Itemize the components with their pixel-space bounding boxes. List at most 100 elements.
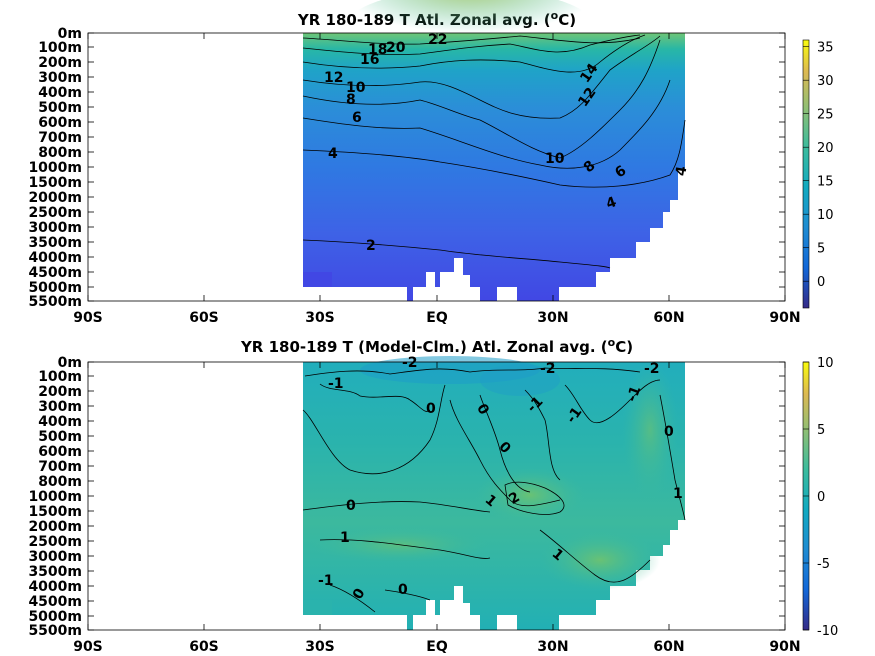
y-tick-label: 100m (38, 369, 82, 385)
y-tick-label: 3000m (28, 549, 82, 565)
chart-panel-temperature: YR 180-189 T Atl. Zonal avg. (oC) 22 20 … (28, 0, 834, 326)
contour-lines (302, 367, 686, 613)
contour-label: 2 (366, 238, 376, 254)
y-axis: 0m100m200m300m400m500m600m700m800m1000m1… (28, 355, 785, 639)
x-tick-label: 30S (305, 310, 335, 326)
contour-label: 20 (386, 40, 406, 56)
contour-label: -2 (540, 361, 556, 377)
y-tick-label: 2000m (28, 519, 82, 535)
contour-label: 10 (346, 80, 366, 96)
colorbar: 10 5 0 -5 -10 (802, 356, 838, 639)
x-tick-label: 30S (305, 639, 335, 655)
y-tick-label: 4000m (28, 250, 82, 266)
y-tick-label: 4500m (28, 265, 82, 281)
colorbar-tick-label: 10 (817, 356, 834, 371)
y-tick-label: 3500m (28, 235, 82, 251)
colorbar-tick-label: 30 (817, 74, 834, 89)
y-tick-label: 1000m (28, 160, 82, 176)
x-tick-label: 90N (769, 310, 800, 326)
y-tick-label: 2500m (28, 205, 82, 221)
contour-label: 22 (428, 32, 447, 48)
y-tick-label: 400m (38, 414, 82, 430)
chart-panel-anomaly: YR 180-189 T (Model-Clm.) Atl. Zonal avg… (28, 336, 838, 655)
y-tick-label: 3000m (28, 220, 82, 236)
contour-label: 18 (368, 42, 387, 58)
contour-label: -2 (644, 361, 660, 377)
x-tick-label: EQ (426, 639, 448, 655)
contour-label: 0 (398, 582, 408, 598)
y-tick-label: 5500m (28, 294, 82, 310)
contour-label: 0 (664, 424, 674, 440)
contour-label: -1 (318, 573, 334, 589)
x-tick-label: 90S (73, 310, 103, 326)
y-tick-label: 300m (38, 399, 82, 415)
contour-label: 6 (352, 110, 362, 126)
contour-label: -1 (563, 404, 585, 426)
y-tick-label: 4000m (28, 579, 82, 595)
contour-label: 12 (324, 70, 343, 86)
y-tick-label: 2000m (28, 190, 82, 206)
x-tick-label: 90S (73, 639, 103, 655)
colorbar-tick-label: 0 (817, 275, 825, 290)
y-tick-label: 600m (38, 444, 82, 460)
y-tick-label: 200m (38, 55, 82, 71)
x-tick-label: EQ (426, 310, 448, 326)
x-tick-label: 90N (769, 639, 800, 655)
chart-title: YR 180-189 T (Model-Clm.) Atl. Zonal avg… (240, 336, 633, 356)
y-tick-label: 1500m (28, 504, 82, 520)
contour-label: -2 (402, 355, 418, 371)
colorbar-tick-label: 35 (817, 41, 834, 56)
y-axis: 0m100m200m300m400m500m600m700m800m1000m1… (28, 26, 785, 310)
colorbar-tick-label: 5 (817, 242, 825, 257)
contour-label: 0 (426, 401, 436, 417)
x-tick-label: 60S (189, 639, 219, 655)
contour-label: 4 (673, 165, 690, 178)
y-tick-label: 0m (58, 355, 82, 371)
y-tick-label: 600m (38, 115, 82, 131)
contour-label: 4 (328, 146, 338, 162)
y-tick-label: 1000m (28, 489, 82, 505)
contour-label: 8 (346, 92, 356, 108)
y-tick-label: 400m (38, 85, 82, 101)
contour-label: -1 (328, 376, 344, 392)
y-tick-label: 800m (38, 145, 82, 161)
colorbar-tick-label: 15 (817, 175, 834, 190)
y-tick-label: 4500m (28, 594, 82, 610)
colorbar: 35 30 25 20 15 10 5 0 (802, 39, 834, 309)
y-tick-label: 0m (58, 26, 82, 42)
y-tick-label: 700m (38, 130, 82, 146)
x-tick-label: 30N (537, 310, 568, 326)
x-tick-label: 60N (653, 310, 684, 326)
y-tick-label: 700m (38, 459, 82, 475)
y-tick-label: 800m (38, 474, 82, 490)
contour-label: 0 (346, 498, 356, 514)
colorbar-tick-label: 20 (817, 141, 834, 156)
colorbar-tick-label: 5 (817, 423, 825, 438)
y-tick-label: 100m (38, 40, 82, 56)
y-tick-label: 1500m (28, 175, 82, 191)
x-axis: 90S 60S 30S EQ 30N 60N 90N (73, 33, 801, 326)
contour-label: 1 (340, 530, 350, 546)
x-tick-label: 30N (537, 639, 568, 655)
colorbar-tick-label: 0 (817, 490, 825, 505)
contour-label: 10 (545, 151, 565, 167)
y-tick-label: 500m (38, 429, 82, 445)
y-tick-label: 300m (38, 70, 82, 86)
y-tick-label: 5000m (28, 609, 82, 625)
colorbar-tick-label: 10 (817, 208, 834, 223)
y-tick-label: 3500m (28, 564, 82, 580)
contour-label: 16 (360, 52, 379, 68)
x-axis: 90S 60S 30S EQ 30N 60N 90N (73, 362, 801, 655)
x-tick-label: 60S (189, 310, 219, 326)
temperature-field (303, 0, 685, 301)
colorbar-tick-label: -5 (817, 557, 830, 572)
y-tick-label: 2500m (28, 534, 82, 550)
anomaly-field (303, 356, 685, 630)
contour-lines (302, 34, 686, 269)
contour-label: 1 (673, 486, 683, 502)
contour-label: -1 (624, 384, 644, 404)
y-tick-label: 200m (38, 384, 82, 400)
x-tick-label: 60N (653, 639, 684, 655)
colorbar-tick-label: -10 (817, 624, 838, 639)
y-tick-label: 5500m (28, 623, 82, 639)
